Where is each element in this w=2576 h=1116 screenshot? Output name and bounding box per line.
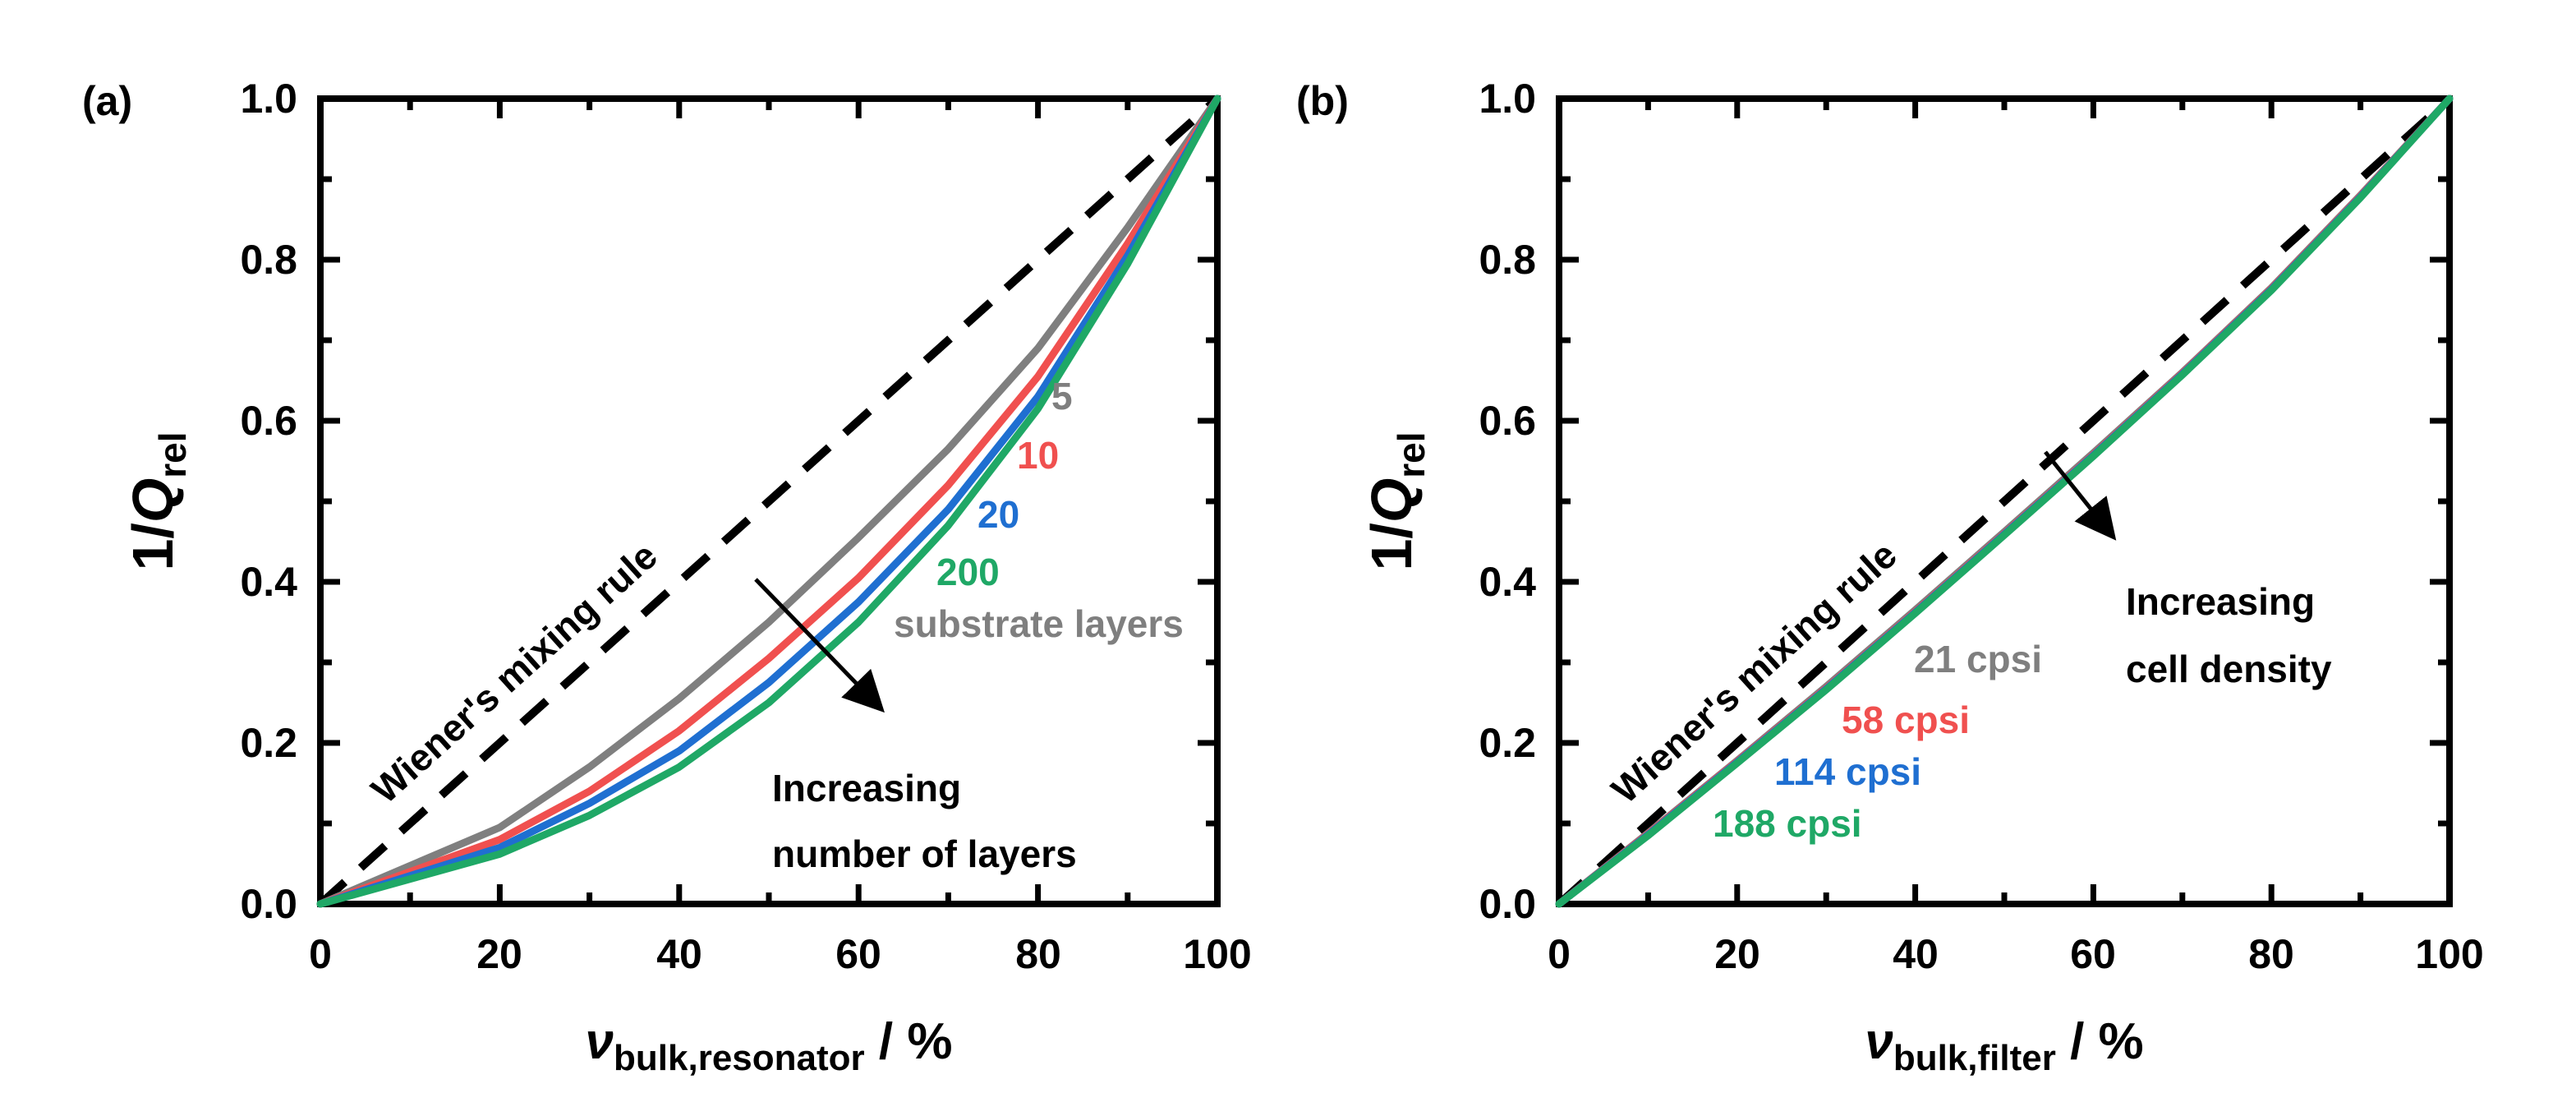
panel-a-trend-text-line2: number of layers: [772, 832, 1077, 875]
panel-a-y-axis-prefix: 1/: [121, 523, 185, 570]
panel-a-x-tick-label: 60: [835, 931, 881, 977]
panel-b-y-axis-title: 1/Qrel: [1359, 431, 1433, 570]
panel-a-series-line-5: [316, 95, 1221, 908]
panel-b-x-tick-label: 60: [2070, 931, 2116, 977]
panel-b-y-axis-subscript: rel: [1390, 431, 1433, 477]
panel-b-label-58-cpsi: 58 cpsi: [1842, 699, 1970, 741]
panel-b-x-tick-label: 100: [2415, 931, 2483, 977]
panel-b-trend-text-line1: Increasing: [2126, 580, 2315, 623]
panel-b-label: (b): [1296, 78, 1349, 124]
panel-b-y-axis-prefix: 1/: [1359, 523, 1424, 570]
panel-a-y-tick-labels: 0.0 0.2 0.4 0.6 0.8 1.0: [240, 76, 297, 927]
panel-a-y-axis-title: 1/Qrel: [121, 431, 194, 570]
panel-a-label: (a): [82, 78, 132, 124]
panel-b-x-tick-label: 40: [1893, 931, 1939, 977]
panel-b-trend-arrow: [2044, 450, 2117, 541]
panel-a-x-tick-label: 100: [1183, 931, 1251, 977]
panel-b-y-tick-labels: 0.0 0.2 0.4 0.6 0.8 1.0: [1479, 76, 1536, 927]
panel-b-y-tick-label: 1.0: [1479, 76, 1536, 122]
panel-b-x-tick-label: 20: [1714, 931, 1760, 977]
panel-a-ticks: [317, 95, 1221, 907]
panel-a-y-tick-label: 1.0: [240, 76, 297, 122]
panel-b-x-tick-label: 0: [1548, 931, 1571, 977]
panel-b-x-axis-title: νbulk,filter / %: [1865, 1013, 2143, 1078]
panel-a-reference-line: [317, 95, 1221, 907]
panel-b-label-21-cpsi: 21 cpsi: [1914, 638, 2042, 680]
panel-a-y-axis-symbol: Q: [121, 478, 185, 523]
panel-a-y-tick-label: 0.8: [240, 237, 297, 283]
panel-a-x-axis-symbol: ν: [586, 1013, 614, 1070]
panel-b-reference-line: [1556, 95, 2453, 907]
panel-a: (a) 0 20 40 60 80 100 0.0 0.2 0.4 0.6 0.…: [82, 76, 1252, 1078]
panel-b-label-188-cpsi: 188 cpsi: [1713, 802, 1862, 845]
panel-a-x-axis-subscript: bulk,resonator: [614, 1038, 865, 1078]
panel-b-x-axis-subscript: bulk,filter: [1893, 1038, 2056, 1078]
panel-b-y-axis-symbol: Q: [1359, 478, 1424, 523]
panel-a-x-tick-label: 80: [1015, 931, 1061, 977]
panel-a-series-line-10: [316, 95, 1221, 908]
panel-b-reference-line-group: [1556, 95, 2453, 907]
panel-b-x-axis-symbol: ν: [1865, 1013, 1893, 1070]
panel-b-y-tick-label: 0.8: [1479, 237, 1536, 283]
panel-b-x-axis-unit: / %: [2056, 1013, 2144, 1070]
panel-a-x-tick-label: 20: [476, 931, 522, 977]
panel-b-label-114-cpsi: 114 cpsi: [1774, 750, 1921, 793]
panel-b-y-tick-label: 0.6: [1479, 398, 1536, 444]
panel-b-series-group: [1555, 95, 2454, 908]
panel-a-y-tick-label: 0.4: [240, 559, 297, 605]
panel-a-label-5: 5: [1051, 375, 1073, 417]
panel-a-y-axis-subscript: rel: [151, 431, 194, 477]
panel-b-y-tick-label: 0.4: [1479, 559, 1536, 605]
panel-b-x-tick-label: 80: [2248, 931, 2294, 977]
panel-a-y-tick-label: 0.6: [240, 398, 297, 444]
panel-a-y-tick-label: 0.2: [240, 720, 297, 766]
panel-a-series-line-200: [316, 95, 1221, 908]
panel-a-label-200: 200: [936, 551, 1000, 593]
panel-b-trend-text-line2: cell density: [2126, 648, 2332, 690]
panel-b-y-tick-label: 0.2: [1479, 720, 1536, 766]
panel-b-y-tick-label: 0.0: [1479, 881, 1536, 927]
panel-a-x-tick-label: 40: [656, 931, 702, 977]
panel-a-label-20: 20: [978, 493, 1019, 536]
panel-b-x-tick-labels: 0 20 40 60 80 100: [1548, 931, 2484, 977]
panel-a-x-axis-title: νbulk,resonator / %: [586, 1013, 953, 1078]
panel-b-series-line-188-cpsi: [1555, 95, 2454, 908]
panel-a-reference-line-group: [317, 95, 1221, 907]
panel-a-x-axis-unit: / %: [865, 1013, 953, 1070]
panel-a-x-tick-label: 0: [309, 931, 332, 977]
panel-b: (b) 0 20 40 60 80 100 0.0 0.2 0.4 0.6 0.…: [1296, 76, 2484, 1078]
panel-a-trend-arrow: [754, 578, 885, 713]
panel-a-trend-text-line1: Increasing: [772, 767, 961, 809]
panel-a-y-tick-label: 0.0: [240, 881, 297, 927]
panel-a-x-tick-labels: 0 20 40 60 80 100: [309, 931, 1252, 977]
panel-a-label-substrate-layers: substrate layers: [894, 602, 1184, 645]
panel-a-label-10: 10: [1017, 434, 1059, 477]
